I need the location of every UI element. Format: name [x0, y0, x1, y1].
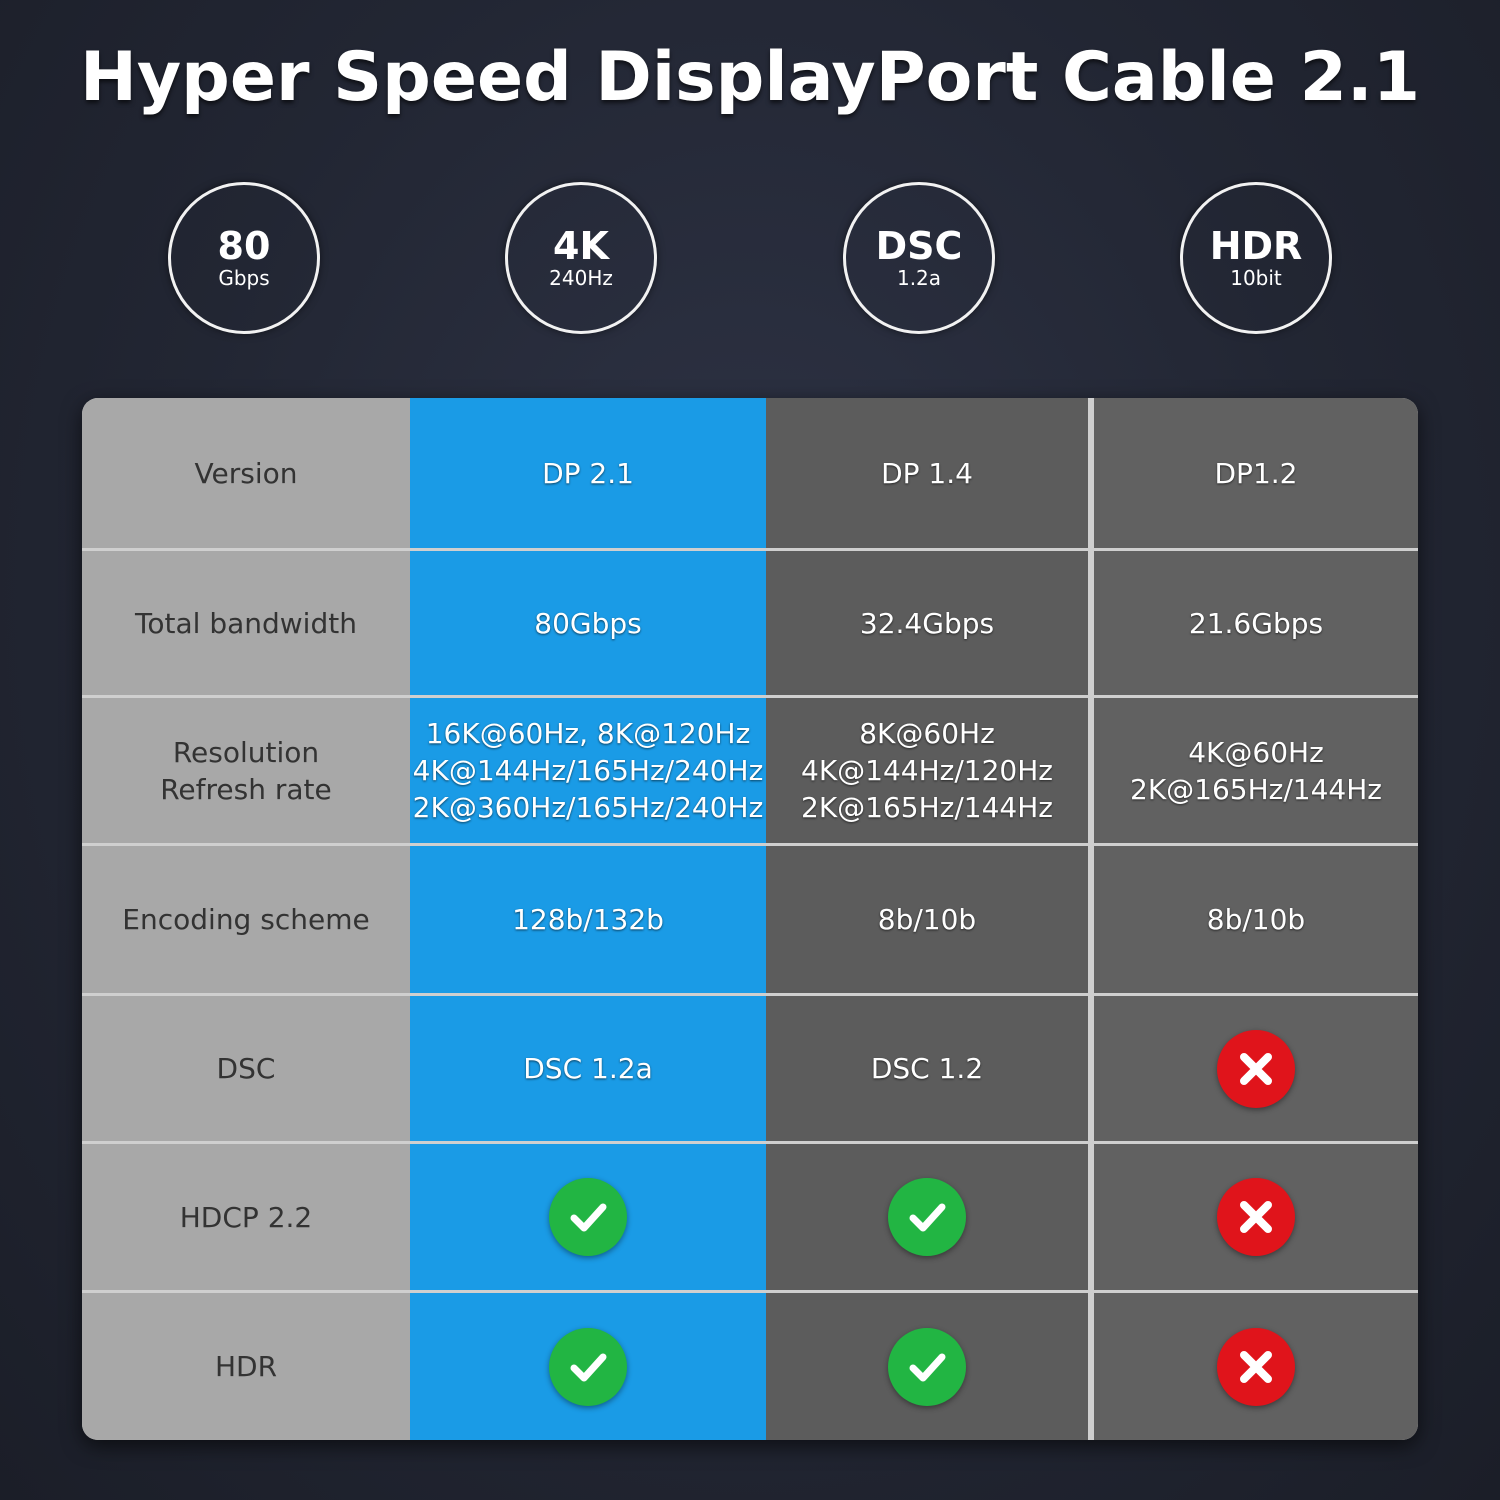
- cross-icon: [1217, 1327, 1295, 1406]
- dp21-cell: 16K@60Hz, 8K@120Hz 4K@144Hz/165Hz/240Hz …: [410, 698, 766, 843]
- row-label: HDCP 2.2: [82, 1144, 410, 1290]
- table-row: Version DP 2.1 DP 1.4 DP1.2: [82, 398, 1418, 548]
- page-title: Hyper Speed DisplayPort Cable 2.1: [79, 38, 1421, 117]
- row-label: Version: [82, 398, 410, 548]
- badge-bandwidth: 80 Gbps: [168, 182, 320, 334]
- dp12-cell: 8b/10b: [1094, 846, 1418, 993]
- table-row: HDR: [82, 1293, 1418, 1440]
- row-label: Encoding scheme: [82, 846, 410, 993]
- row-label: HDR: [82, 1293, 410, 1440]
- badge-unit: 1.2a: [896, 266, 942, 290]
- dp12-cell: 4K@60Hz 2K@165Hz/144Hz: [1094, 698, 1418, 843]
- badge-value: DSC: [875, 224, 963, 268]
- dp21-cell: [410, 1144, 766, 1290]
- dp12-cell: [1094, 996, 1418, 1141]
- table-row: DSC DSC 1.2a DSC 1.2: [82, 996, 1418, 1141]
- badge-value: 4K: [553, 224, 609, 268]
- table-row: Total bandwidth 80Gbps 32.4Gbps 21.6Gbps: [82, 551, 1418, 695]
- dp21-cell: DSC 1.2a: [410, 996, 766, 1141]
- cross-icon: [1217, 1029, 1295, 1108]
- badge-value: 80: [217, 224, 271, 268]
- dp14-cell: 8K@60Hz 4K@144Hz/120Hz 2K@165Hz/144Hz: [766, 698, 1088, 843]
- dp14-cell: [766, 1293, 1088, 1440]
- badge-unit: 10bit: [1230, 266, 1282, 290]
- table-row: HDCP 2.2: [82, 1144, 1418, 1290]
- check-icon: [549, 1178, 627, 1256]
- dp14-cell: [766, 1144, 1088, 1290]
- row-label: DSC: [82, 996, 410, 1141]
- row-label: Resolution Refresh rate: [82, 698, 410, 843]
- comparison-table: Version DP 2.1 DP 1.4 DP1.2 Total bandwidth 8…: [82, 398, 1418, 1440]
- badge-hdr: HDR 10bit: [1180, 182, 1332, 334]
- badge-unit: Gbps: [218, 266, 270, 290]
- dp12-cell: 21.6Gbps: [1094, 551, 1418, 695]
- cross-icon: [1217, 1178, 1295, 1256]
- table-row: Encoding scheme 128b/132b 8b/10b 8b/10b: [82, 846, 1418, 993]
- dp12-cell: [1094, 1293, 1418, 1440]
- dp21-cell: [410, 1293, 766, 1440]
- row-label: Total bandwidth: [82, 551, 410, 695]
- dp12-cell: [1094, 1144, 1418, 1290]
- dp14-cell: 8b/10b: [766, 846, 1088, 993]
- check-icon: [549, 1327, 627, 1406]
- badge-unit: 240Hz: [549, 266, 613, 290]
- dp21-cell: DP 2.1: [410, 398, 766, 548]
- dp21-cell: 128b/132b: [410, 846, 766, 993]
- dp14-cell: DP 1.4: [766, 398, 1088, 548]
- check-icon: [888, 1178, 966, 1256]
- badge-dsc: DSC 1.2a: [843, 182, 995, 334]
- table-row: Resolution Refresh rate 16K@60Hz, 8K@120H…: [82, 698, 1418, 843]
- dp14-cell: 32.4Gbps: [766, 551, 1088, 695]
- feature-badges: 80 Gbps 4K 240Hz DSC 1.2a HDR 10bit: [0, 182, 1500, 334]
- check-icon: [888, 1327, 966, 1406]
- badge-resolution: 4K 240Hz: [505, 182, 657, 334]
- dp21-cell: 80Gbps: [410, 551, 766, 695]
- dp12-cell: DP1.2: [1094, 398, 1418, 548]
- dp14-cell: DSC 1.2: [766, 996, 1088, 1141]
- badge-value: HDR: [1209, 224, 1303, 268]
